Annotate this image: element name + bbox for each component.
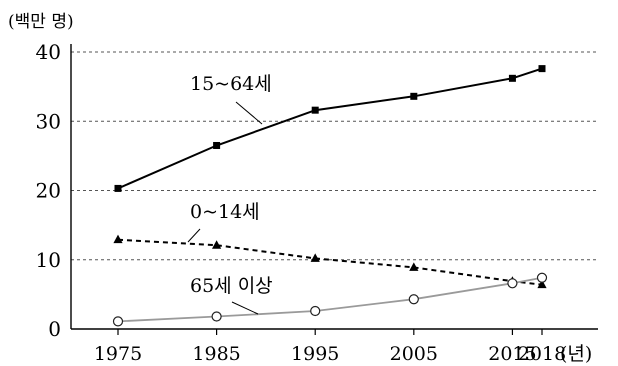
series-2-point-1985: [211, 311, 222, 322]
series-0-point-2015: [508, 74, 516, 82]
series-1-point-1985: [212, 240, 222, 249]
y-tick-label-0: 0: [48, 317, 61, 341]
series-1-point-2005: [409, 262, 419, 271]
series-0-point-1995: [311, 106, 319, 114]
x-tick-label-1995: 1995: [291, 343, 339, 365]
series-1-point-1995: [310, 253, 320, 262]
series-2-point-1975: [112, 316, 124, 327]
series-0-point-1985: [213, 141, 221, 149]
series-2-point-2018: [536, 272, 548, 283]
series-0-point-2005: [410, 92, 418, 100]
x-tick-label-2015: 2015: [488, 343, 536, 365]
series-0-point-1975: [114, 184, 122, 192]
x-tick-label-1975: 1975: [94, 343, 142, 365]
series-group: [112, 65, 548, 327]
y-axis-unit-label: (백만 명): [8, 12, 74, 32]
y-tick-label-40: 40: [36, 40, 61, 64]
series-2-point-2015: [507, 278, 518, 289]
series-label-1: 0~14세: [190, 201, 260, 223]
gridlines: [71, 51, 598, 261]
series-label-leader-0: [235, 101, 263, 125]
series-label-leader-2: [231, 301, 259, 315]
series-line-1: [117, 238, 543, 286]
axes: [70, 44, 598, 330]
x-tick-label-2005: 2005: [390, 343, 438, 365]
x-tick-label-1985: 1985: [192, 343, 240, 365]
series-label-2: 65세 이상: [190, 275, 273, 297]
y-tick-label-10: 10: [36, 248, 61, 272]
series-2-point-1995: [310, 305, 321, 317]
x-axis-unit-label: (년): [560, 343, 592, 365]
series-0-point-2018: [538, 65, 546, 73]
y-tick-labels: 0 10 20 30 40: [36, 40, 61, 341]
x-tick-label-2018: 2018: [518, 343, 566, 365]
series-labels: 15~64세 0~14세 65세 이상: [187, 73, 273, 315]
series-1-point-1975: [113, 234, 123, 244]
series-1-point-2018: [537, 279, 547, 289]
series-2-point-2005: [408, 294, 419, 305]
series-line-2: [117, 276, 543, 323]
series-line-0: [117, 67, 543, 190]
y-tick-label-20: 20: [36, 179, 61, 203]
series-label-leader-1: [187, 228, 201, 243]
y-tick-label-30: 30: [36, 109, 61, 133]
series-label-0: 15~64세: [190, 73, 272, 95]
